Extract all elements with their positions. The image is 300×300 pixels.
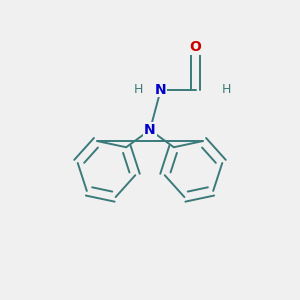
Text: N: N: [144, 123, 156, 137]
Text: O: O: [190, 40, 201, 54]
Text: H: H: [222, 83, 231, 96]
Text: H: H: [133, 83, 142, 96]
Text: N: N: [155, 83, 167, 97]
